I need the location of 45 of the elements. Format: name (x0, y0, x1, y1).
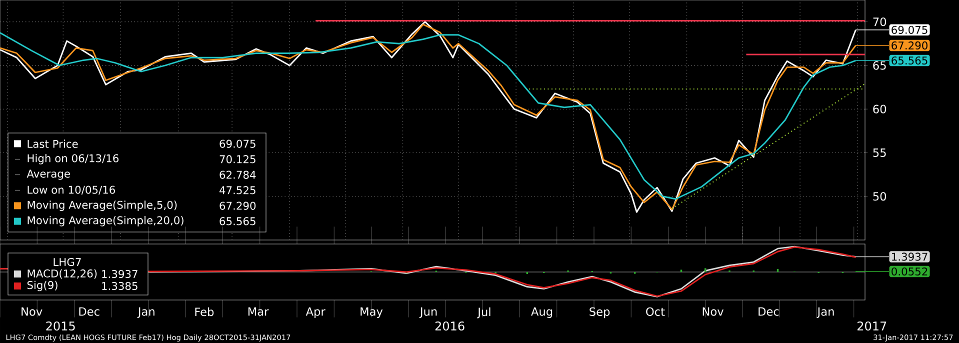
annotation: 67.290 (220, 202, 256, 210)
text: 0.0552 (892, 267, 928, 276)
x-tick-label: Dec (79, 307, 100, 316)
annotation: 65.565 (220, 217, 256, 226)
annotation: Average (26, 170, 70, 180)
legend-label: MACD(12,26) (28, 269, 97, 279)
annotation: Low on 10/05/16 (28, 186, 116, 195)
x-tick-label: Aug (531, 307, 552, 318)
x-tick-label: Jun (419, 307, 437, 318)
annotation: 62.784 (220, 170, 256, 179)
text: 1.3937 (892, 252, 928, 261)
x-tick-label: Sep (590, 307, 610, 318)
annotation: 1.3937 (102, 270, 138, 278)
text: 2016 (435, 321, 464, 331)
text: 69.075 (892, 26, 928, 34)
x-tick-label: Feb (195, 307, 214, 316)
annotation: 47.525 (219, 186, 256, 194)
y-tick-label: 55 (873, 148, 886, 157)
y-tick-label: 60 (873, 104, 886, 114)
x-tick-label: Oct (646, 307, 665, 316)
annotation: 69.075 (220, 140, 256, 148)
legend-label: Last Price (28, 140, 78, 148)
annotation: High on 06/13/16 (28, 154, 119, 164)
y-tick-label: 70 (873, 18, 886, 26)
text: 67.290 (892, 41, 928, 50)
annotation: 1.3385 (102, 282, 138, 290)
x-tick-label: Jan (816, 307, 834, 318)
legend-label: Moving Average(Simple,5,0) (28, 200, 177, 211)
text: 2017 (858, 321, 886, 331)
y-tick-label: 65 (873, 61, 886, 70)
x-tick-label: Apr (306, 307, 326, 318)
text: 65.565 (892, 56, 928, 65)
text: 2015 (46, 321, 75, 331)
y-tick-label: 50 (873, 192, 886, 201)
legend-label: Sig(9) (27, 280, 58, 292)
x-tick-label: May (360, 307, 383, 318)
x-tick-label: Jul (477, 307, 490, 318)
x-tick-label: Dec (758, 307, 779, 316)
legend-label: Moving Average(Simple,20,0) (28, 216, 184, 226)
x-tick-label: Mar (248, 307, 269, 316)
annotation: 70.125 (220, 155, 256, 164)
x-tick-label: Jan (137, 307, 154, 318)
x-tick-label: Nov (702, 307, 724, 316)
x-tick-label: Nov (22, 307, 42, 316)
legend-title: LHG7 (54, 258, 81, 266)
